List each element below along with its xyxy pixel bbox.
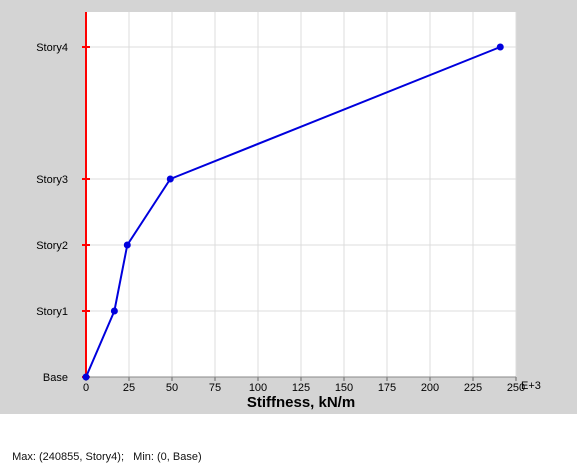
y-tick-label: Story2: [36, 240, 68, 252]
y-tick-label: Story4: [36, 42, 68, 54]
x-tick-label: 100: [249, 382, 267, 394]
x-tick-label: 225: [464, 382, 482, 394]
status-text: Max: (240855, Story4); Min: (0, Base): [12, 451, 202, 463]
data-point: [110, 307, 118, 315]
y-tick-label: Story3: [36, 174, 68, 186]
status-bar: Max: (240855, Story4); Min: (0, Base): [0, 414, 577, 463]
x-axis-exponent-label: E+3: [521, 380, 541, 392]
data-point: [166, 175, 174, 183]
data-point: [123, 241, 131, 249]
x-tick-label: 50: [166, 382, 178, 394]
x-tick-label: 75: [209, 382, 221, 394]
x-tick-label: 150: [335, 382, 353, 394]
stiffness-chart: 0 25 50 75 100 125 150 175 200 225 250 Base Story1 St…: [0, 0, 577, 414]
x-axis-title: Stiffness, kN/m: [247, 394, 355, 411]
x-tick-label: 250: [507, 382, 525, 394]
y-tick-label: Story1: [36, 306, 68, 318]
x-tick-label: 125: [292, 382, 310, 394]
axes: [82, 12, 517, 381]
y-tick-label: Base: [43, 372, 68, 384]
x-tick-label: 0: [83, 382, 89, 394]
data-point: [496, 43, 504, 51]
x-tick-label: 175: [378, 382, 396, 394]
x-tick-label: 25: [123, 382, 135, 394]
data-point: [82, 373, 90, 381]
x-tick-label: 200: [421, 382, 439, 394]
series: [82, 43, 504, 381]
tick-labels: 0 25 50 75 100 125 150 175 200 225 250 Base Story1 St…: [36, 42, 525, 394]
